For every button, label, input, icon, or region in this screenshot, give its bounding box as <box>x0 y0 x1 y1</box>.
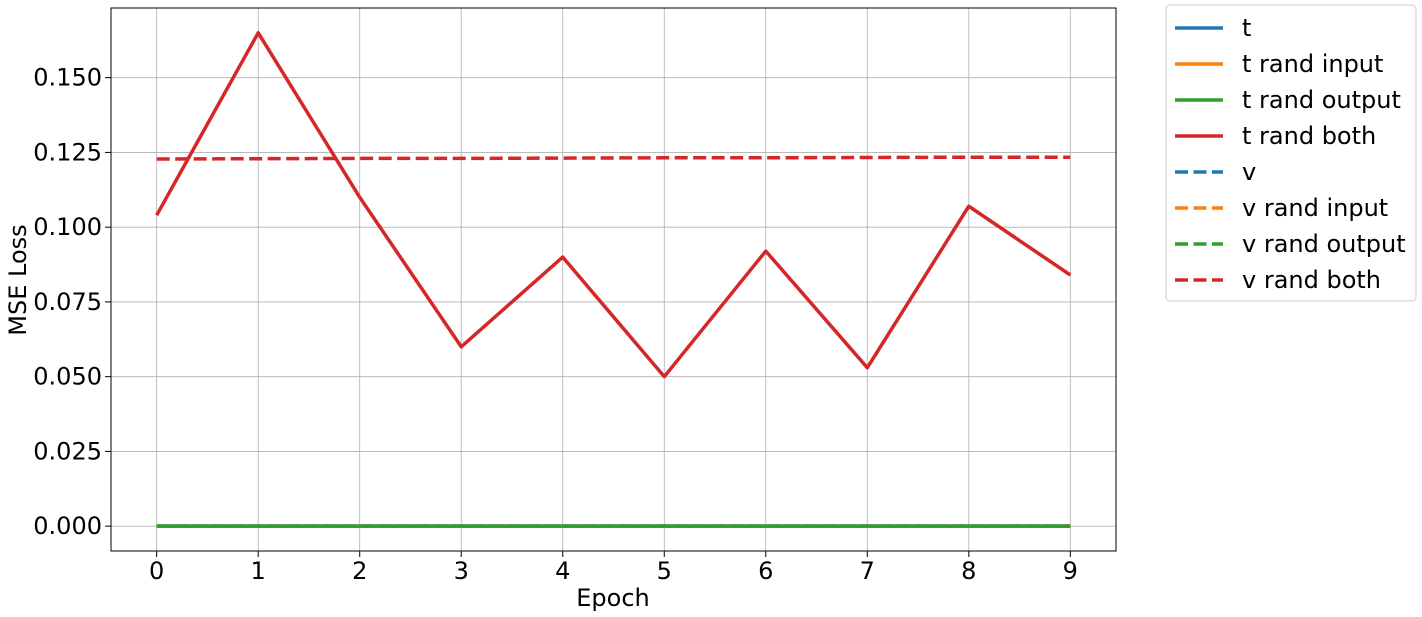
legend-label: v rand input <box>1242 194 1388 222</box>
y-axis: 0.000 0.025 0.050 0.075 0.100 0.125 0.150 <box>33 64 111 540</box>
y-tick-label: 0.075 <box>33 288 102 316</box>
y-tick-label: 0.050 <box>33 363 102 391</box>
x-tick-label: 5 <box>657 557 672 585</box>
series-lines <box>155 31 1072 528</box>
plot-area <box>110 7 1117 552</box>
x-tick-label: 8 <box>961 557 976 585</box>
x-tick-label: 6 <box>758 557 773 585</box>
legend-label: v <box>1242 158 1256 186</box>
y-tick-label: 0.150 <box>33 64 102 92</box>
legend-label: t rand both <box>1242 122 1376 150</box>
y-tick-label: 0.025 <box>33 437 102 465</box>
legend-label: t <box>1242 14 1251 42</box>
x-tick-label: 9 <box>1063 557 1078 585</box>
x-tick-label: 0 <box>149 557 164 585</box>
x-tick-label: 1 <box>251 557 266 585</box>
y-tick-label: 0.100 <box>33 213 102 241</box>
legend-box <box>1165 4 1417 302</box>
x-tick-label: 4 <box>555 557 570 585</box>
legend-label: v rand both <box>1242 266 1381 294</box>
y-tick-label: 0.000 <box>33 512 102 540</box>
legend: t t rand input t rand output t rand both v v … <box>1165 4 1417 302</box>
series-line-8 <box>156 155 1071 161</box>
x-tick-label: 2 <box>352 557 367 585</box>
grid-lines <box>111 8 1116 551</box>
x-tick-label: 3 <box>454 557 469 585</box>
legend-label: t rand input <box>1242 50 1383 78</box>
x-axis-label: Epoch <box>576 584 650 612</box>
series-line-4 <box>155 31 1072 379</box>
y-axis-label: MSE Loss <box>4 224 32 335</box>
legend-label: v rand output <box>1242 230 1406 258</box>
y-tick-label: 0.125 <box>33 138 102 166</box>
x-axis: 0 1 2 3 4 5 6 7 8 9 <box>149 551 1078 585</box>
x-tick-label: 7 <box>860 557 875 585</box>
legend-label: t rand output <box>1242 86 1401 114</box>
